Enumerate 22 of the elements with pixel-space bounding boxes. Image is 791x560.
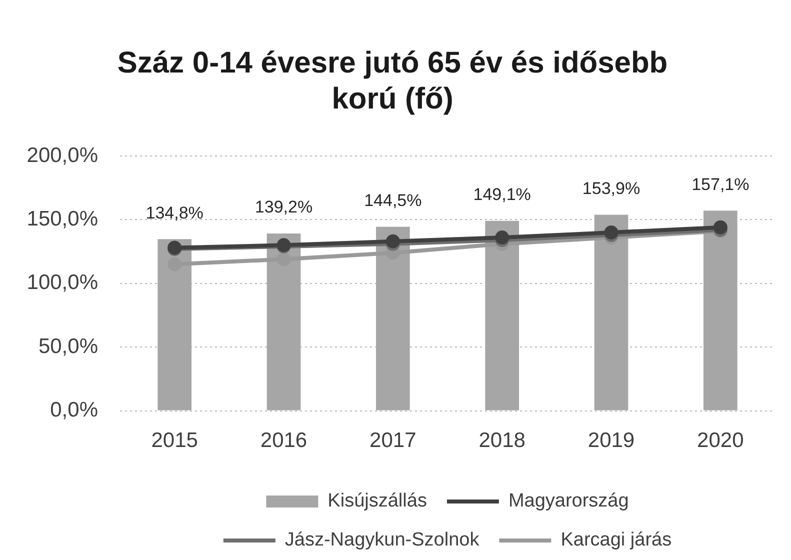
x-tick-label: 2016: [260, 429, 308, 452]
x-tick-label: 2020: [697, 429, 744, 452]
data-label: 149,1%: [473, 185, 531, 204]
y-tick-label: 50,0%: [38, 334, 98, 358]
y-tick-label: 150,0%: [26, 207, 98, 230]
data-label: 144,5%: [364, 190, 422, 210]
legend-label: Magyarország: [508, 490, 629, 512]
x-tick-label: 2017: [370, 429, 416, 452]
legend-label: Karcagi járás: [560, 530, 672, 551]
data-label: 139,2%: [254, 198, 313, 217]
x-tick-label: 2015: [151, 429, 198, 452]
x-tick-label: 2018: [478, 429, 526, 452]
data-label: 157,1%: [692, 174, 750, 194]
data-label: 153,9%: [582, 178, 640, 198]
x-tick-label: 2019: [588, 429, 635, 452]
y-tick-label: 200,0%: [26, 144, 98, 167]
legend-label: Kisújszállás: [328, 490, 427, 512]
y-tick-label: 100,0%: [26, 271, 98, 294]
legend-label: Jász-Nagykun-Szolnok: [284, 530, 480, 551]
y-tick-label: 0,0%: [50, 398, 98, 422]
chart-title: Száz 0-14 évesre jutó 65 év és idősebb korú (fő): [117, 46, 668, 116]
data-label: 134,8%: [146, 203, 204, 222]
